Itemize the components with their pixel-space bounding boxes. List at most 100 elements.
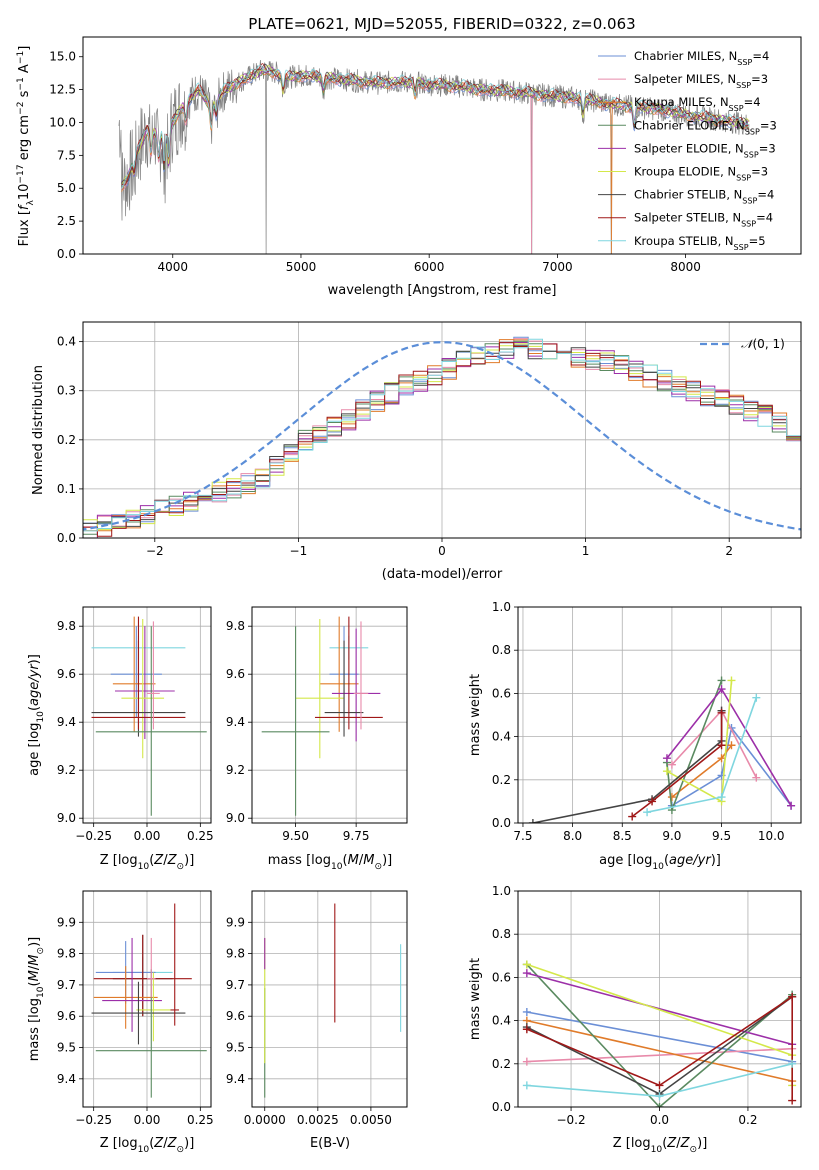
y-tick-label: 0.2 xyxy=(492,1057,511,1071)
y-tick-label: 9.0 xyxy=(57,811,76,825)
axes-frame xyxy=(82,890,212,1108)
x-tick-label: 0.0025 xyxy=(297,1113,339,1127)
legend-label: Salpeter MILES, NSSP=3 xyxy=(634,72,768,90)
histogram-step xyxy=(83,338,801,532)
data-point-marker xyxy=(752,773,761,782)
data-point-marker xyxy=(788,1059,797,1068)
y-tick-label: 9.4 xyxy=(226,715,245,729)
plot-area xyxy=(91,616,207,816)
data-point-marker xyxy=(717,793,726,802)
axes-age-vs-mass: 9.50 9.75 9.0 9.2 9.4 9.6 9.8 xyxy=(226,606,408,843)
series-line xyxy=(532,710,723,823)
axes-residuals: −2 −1 0 1 2 0.0 0.1 0.2 0.3 0.4 xyxy=(57,321,802,558)
data-point-marker xyxy=(522,1081,531,1090)
y-tick-label: 0.0 xyxy=(57,247,76,261)
x-axis-label: Z [log10(Z/Z⊙)] xyxy=(100,1136,195,1155)
legend-label: Kroupa STELIB, NSSP=5 xyxy=(634,234,766,252)
x-tick-label: 4000 xyxy=(157,260,188,274)
y-tick-label: 9.8 xyxy=(57,947,76,961)
data-point-marker xyxy=(717,676,726,685)
data-point-marker xyxy=(655,1092,664,1101)
y-tick-label: 10.0 xyxy=(49,115,76,129)
y-tick-label: 12.5 xyxy=(49,83,76,97)
plot-area xyxy=(91,903,207,1098)
y-axis-label: age [log10(age/yr)] xyxy=(27,654,46,776)
y-tick-label: 0.1 xyxy=(57,482,76,496)
y-axis-label: Normed distribution xyxy=(31,365,46,495)
data-point-marker xyxy=(628,812,637,821)
y-tick-label: 0.2 xyxy=(492,773,511,787)
y-axis-label: Flux [fλ10−17 erg cm−2 s−1 A−1] xyxy=(16,46,36,247)
y-tick-label: 1.0 xyxy=(492,600,511,614)
x-tick-label: 8000 xyxy=(670,260,701,274)
axes-frame xyxy=(251,606,408,824)
y-tick-label: 9.6 xyxy=(226,1009,245,1023)
plot-area xyxy=(118,59,751,254)
y-tick-label: 9.2 xyxy=(226,763,245,777)
y-tick-label: 9.8 xyxy=(226,619,245,633)
model-spectrum-line xyxy=(121,64,750,189)
axes-mass-weight-vs-age: 7.5 8.0 8.5 9.0 9.5 10.0 0.0 0.2 0.4 0.6 0.8 1.0 xyxy=(492,600,802,843)
x-axis-label: E(B-V) xyxy=(310,1136,350,1151)
legend-label: Chabrier MILES, NSSP=4 xyxy=(634,49,769,67)
y-tick-label: 7.5 xyxy=(57,148,76,162)
x-tick-label: 7.5 xyxy=(513,829,532,843)
y-tick-label: 0.0 xyxy=(57,531,76,545)
x-tick-label: 0.25 xyxy=(187,829,214,843)
data-point-marker xyxy=(717,708,726,717)
y-tick-label: 0.4 xyxy=(492,1014,511,1028)
y-tick-label: 9.4 xyxy=(57,1072,76,1086)
y-tick-label: 2.5 xyxy=(57,214,76,228)
y-tick-label: 9.9 xyxy=(226,915,245,929)
legend-label: 𝒩(0, 1) xyxy=(741,337,785,351)
plot-area xyxy=(261,616,383,816)
x-axis-label: (data-model)/error xyxy=(382,567,503,582)
data-point-marker xyxy=(717,685,726,694)
plot-area xyxy=(264,903,402,1098)
y-tick-label: 9.6 xyxy=(57,667,76,681)
y-tick-label: 0.8 xyxy=(492,643,511,657)
x-axis-label: Z [log10(Z/Z⊙)] xyxy=(100,853,195,872)
legend-label: Kroupa MILES, NSSP=4 xyxy=(634,95,761,113)
x-axis-label: wavelength [Angstrom, rest frame] xyxy=(328,283,557,298)
data-point-marker xyxy=(667,760,676,769)
y-tick-label: 9.5 xyxy=(226,1041,245,1055)
x-axis-label: mass [log10(M/M⊙)] xyxy=(268,853,392,872)
y-tick-label: 15.0 xyxy=(49,50,76,64)
histogram-step xyxy=(83,342,801,537)
axes-mass-vs-Z: −0.25 0.00 0.25 9.4 9.5 9.6 9.7 9.8 9.9 xyxy=(57,890,214,1127)
x-tick-label: 10.0 xyxy=(758,829,785,843)
axes-frame xyxy=(251,890,408,1108)
data-point-marker xyxy=(522,960,531,969)
plot-area xyxy=(522,960,797,1107)
data-point-marker xyxy=(528,819,537,823)
x-axis-label: age [log10(age/yr)] xyxy=(599,853,721,872)
y-tick-label: 9.7 xyxy=(57,978,76,992)
y-tick-label: 9.6 xyxy=(57,1009,76,1023)
data-point-marker xyxy=(788,1096,797,1105)
axes-frame xyxy=(517,606,802,824)
axes-spectrum: 4000 5000 6000 7000 8000 0.0 2.5 5.0 7.5 10.0 12.5… xyxy=(49,36,802,274)
x-tick-label: 9.75 xyxy=(343,829,370,843)
data-point-marker xyxy=(727,676,736,685)
legend-label: Chabrier STELIB, NSSP=4 xyxy=(634,188,774,206)
y-tick-label: 9.5 xyxy=(57,1041,76,1055)
y-tick-label: 9.8 xyxy=(57,619,76,633)
axes-frame xyxy=(82,36,802,255)
y-axis-label: mass weight xyxy=(468,958,483,1040)
model-spectrum-line xyxy=(121,66,750,183)
y-tick-label: 0.2 xyxy=(57,433,76,447)
x-tick-label: −0.25 xyxy=(75,1113,112,1127)
data-point-marker xyxy=(522,1057,531,1066)
axes-mass-vs-ebv: 0.0000 0.0025 0.0050 9.4 9.5 9.6 9.7 9.8 9.9 xyxy=(226,890,408,1127)
data-point-marker xyxy=(662,767,671,776)
x-tick-label: 7000 xyxy=(542,260,573,274)
x-tick-label: 0.0050 xyxy=(350,1113,392,1127)
y-tick-label: 0.6 xyxy=(492,686,511,700)
x-axis-label: Z [log10(Z/Z⊙)] xyxy=(613,1136,708,1155)
y-tick-label: 0.8 xyxy=(492,927,511,941)
y-tick-label: 1.0 xyxy=(492,884,511,898)
observed-spectrum xyxy=(118,59,751,254)
y-tick-label: 9.9 xyxy=(57,915,76,929)
